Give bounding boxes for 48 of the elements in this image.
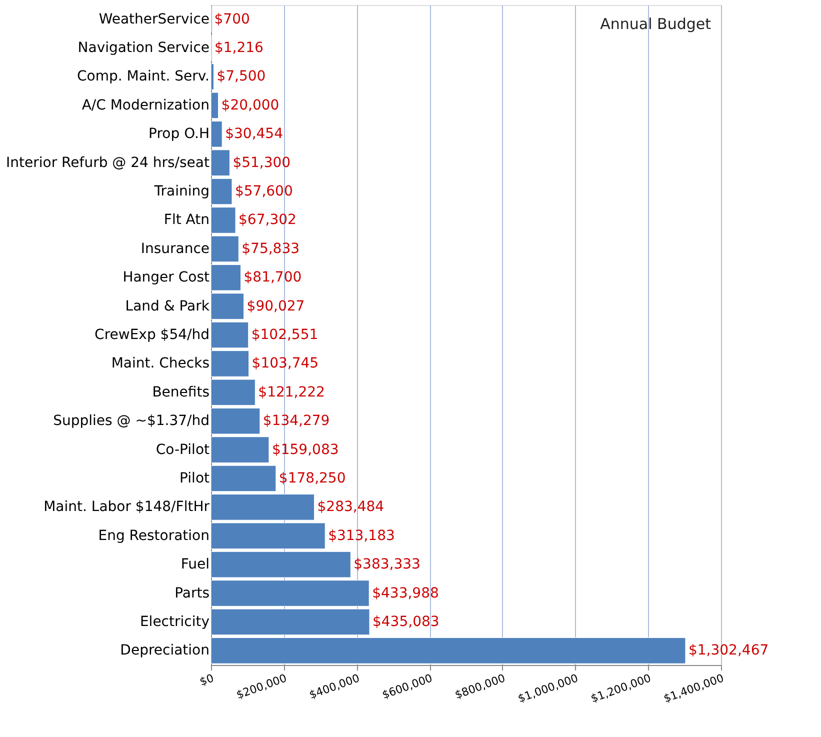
y-tick-label: Parts [174, 585, 210, 602]
y-tick-label: Interior Refurb @ 24 hrs/seat [6, 154, 210, 171]
y-tick-label: Comp. Maint. Serv. [77, 68, 210, 85]
data-label: $159,083 [272, 442, 339, 458]
y-tick-label: CrewExp $54/hd [94, 327, 210, 343]
y-tick-label: Benefits [152, 384, 210, 400]
y-tick-label: Co-Pilot [156, 442, 210, 458]
data-label: $1,216 [214, 40, 264, 56]
y-tick-label: Maint. Labor $148/FltHr [44, 499, 210, 516]
data-label: $90,027 [246, 298, 305, 314]
data-label: $383,333 [354, 556, 420, 573]
data-label: $51,300 [232, 154, 291, 171]
y-tick-label: Electricity [140, 614, 210, 630]
y-tick-label: Supplies @ ~$1.37/hd [53, 413, 210, 430]
data-label: $283,484 [317, 499, 384, 516]
data-label: $67,302 [238, 212, 296, 228]
y-tick-label: Fuel [180, 556, 210, 573]
y-tick-label: Prop O.H [148, 126, 210, 142]
y-tick-label: Training [153, 184, 210, 200]
data-label: $102,551 [251, 327, 318, 343]
data-label: $134,279 [262, 413, 330, 430]
x-tick-label: $0 [198, 672, 216, 689]
y-tick-label: Hanger Cost [122, 270, 210, 286]
y-tick-label: Eng Restoration [98, 528, 210, 544]
y-tick-label: Depreciation [120, 642, 210, 659]
data-label: $30,454 [225, 126, 284, 142]
data-label: $178,250 [278, 470, 346, 486]
y-tick-label: WeatherService [98, 11, 210, 28]
text: Annual Budget [600, 15, 712, 33]
data-label: $103,745 [252, 356, 319, 372]
data-label: $1,302,467 [688, 642, 769, 659]
data-label: $81,700 [244, 270, 302, 286]
y-tick-label: A/C Modernization [82, 97, 210, 114]
data-label: $700 [214, 11, 250, 28]
data-label: $433,988 [372, 585, 439, 602]
y-tick-label: Flt Atn [164, 212, 210, 228]
y-tick-label: Pilot [180, 470, 210, 486]
y-tick-label: Land & Park [125, 298, 210, 314]
y-tick-label: Maint. Checks [111, 356, 210, 372]
y-tick-label: Navigation Service [78, 40, 210, 56]
data-label: $435,083 [372, 614, 440, 630]
data-label: $313,183 [328, 528, 395, 544]
data-label: $20,000 [221, 97, 280, 114]
data-label: $121,222 [258, 384, 325, 400]
data-label: $57,600 [234, 184, 293, 200]
data-label: $7,500 [216, 68, 266, 85]
y-tick-label: Insurance [140, 240, 210, 257]
data-label: $75,833 [242, 240, 300, 257]
